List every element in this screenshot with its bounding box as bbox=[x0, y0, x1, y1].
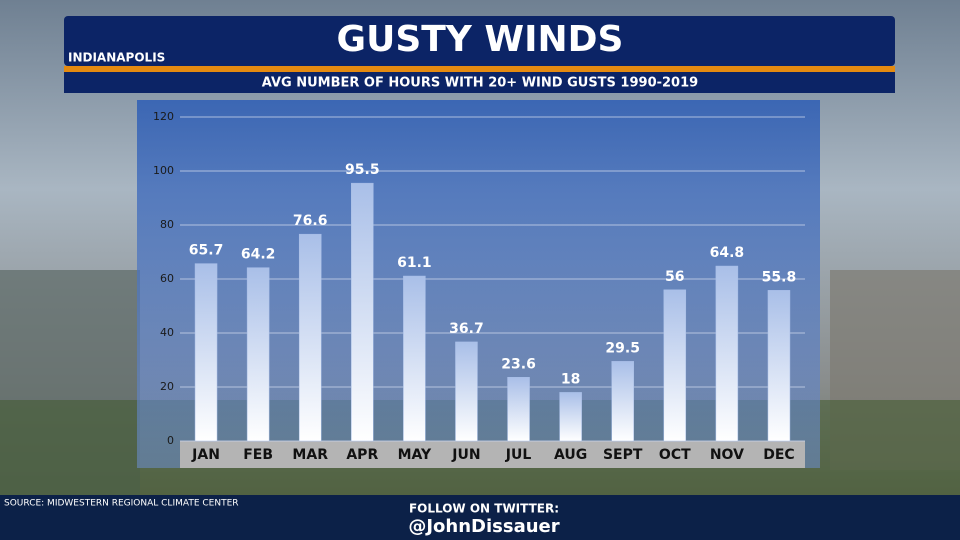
value-label: 29.5 bbox=[605, 340, 640, 356]
follow-text: FOLLOW ON TWITTER: bbox=[409, 502, 559, 516]
x-tick-label: JAN bbox=[191, 447, 220, 463]
value-label: 18 bbox=[561, 371, 580, 387]
value-label: 64.2 bbox=[241, 247, 276, 263]
y-tick-label: 100 bbox=[153, 164, 174, 177]
value-label: 23.6 bbox=[501, 356, 536, 372]
y-tick-label: 120 bbox=[153, 110, 174, 123]
x-tick-label: NOV bbox=[710, 447, 744, 463]
bar bbox=[715, 265, 739, 442]
x-tick-label: OCT bbox=[659, 447, 691, 463]
x-tick-label: JUN bbox=[451, 447, 480, 463]
twitter-handle: @JohnDissauer bbox=[408, 516, 559, 537]
source: SOURCE: MIDWESTERN REGIONAL CLIMATE CENT… bbox=[4, 499, 239, 509]
x-tick-label: FEB bbox=[243, 447, 273, 463]
bar bbox=[298, 233, 322, 442]
bar bbox=[611, 361, 634, 442]
value-label: 65.7 bbox=[189, 243, 224, 259]
bar bbox=[559, 392, 582, 442]
value-label: 76.6 bbox=[293, 213, 328, 229]
value-label: 55.8 bbox=[762, 269, 797, 285]
subtitle-bar bbox=[64, 72, 895, 93]
bar bbox=[663, 289, 687, 442]
chart-title: GUSTY WINDS bbox=[337, 19, 624, 60]
x-tick-label: MAR bbox=[292, 447, 328, 463]
chart-subtitle: AVG NUMBER OF HOURS WITH 20+ WIND GUSTS … bbox=[262, 76, 698, 91]
bar bbox=[246, 267, 270, 442]
x-tick-label: APR bbox=[346, 447, 378, 463]
bar bbox=[194, 263, 218, 442]
bar bbox=[351, 182, 374, 442]
y-tick-label: 0 bbox=[167, 434, 174, 447]
bar bbox=[455, 341, 478, 442]
x-tick-label: DEC bbox=[763, 447, 794, 463]
y-tick-label: 40 bbox=[160, 326, 174, 339]
x-tick-label: AUG bbox=[554, 447, 587, 463]
bar bbox=[507, 377, 530, 442]
value-label: 36.7 bbox=[449, 321, 484, 337]
category-band bbox=[180, 441, 805, 468]
x-tick-label: JUL bbox=[505, 447, 532, 463]
footer-bar bbox=[0, 495, 960, 540]
y-tick-label: 80 bbox=[160, 218, 174, 231]
value-label: 95.5 bbox=[345, 162, 380, 178]
x-tick-label: SEPT bbox=[603, 447, 643, 463]
y-tick-label: 60 bbox=[160, 272, 174, 285]
value-label: 56 bbox=[665, 269, 684, 285]
bar bbox=[403, 275, 426, 442]
y-tick-label: 20 bbox=[160, 380, 174, 393]
bar bbox=[767, 290, 791, 442]
value-label: 64.8 bbox=[710, 245, 745, 261]
location: INDIANAPOLIS bbox=[68, 51, 165, 65]
header-bar bbox=[64, 16, 895, 66]
header-stripe bbox=[64, 66, 895, 72]
x-tick-label: MAY bbox=[398, 447, 432, 463]
value-label: 61.1 bbox=[397, 255, 432, 271]
